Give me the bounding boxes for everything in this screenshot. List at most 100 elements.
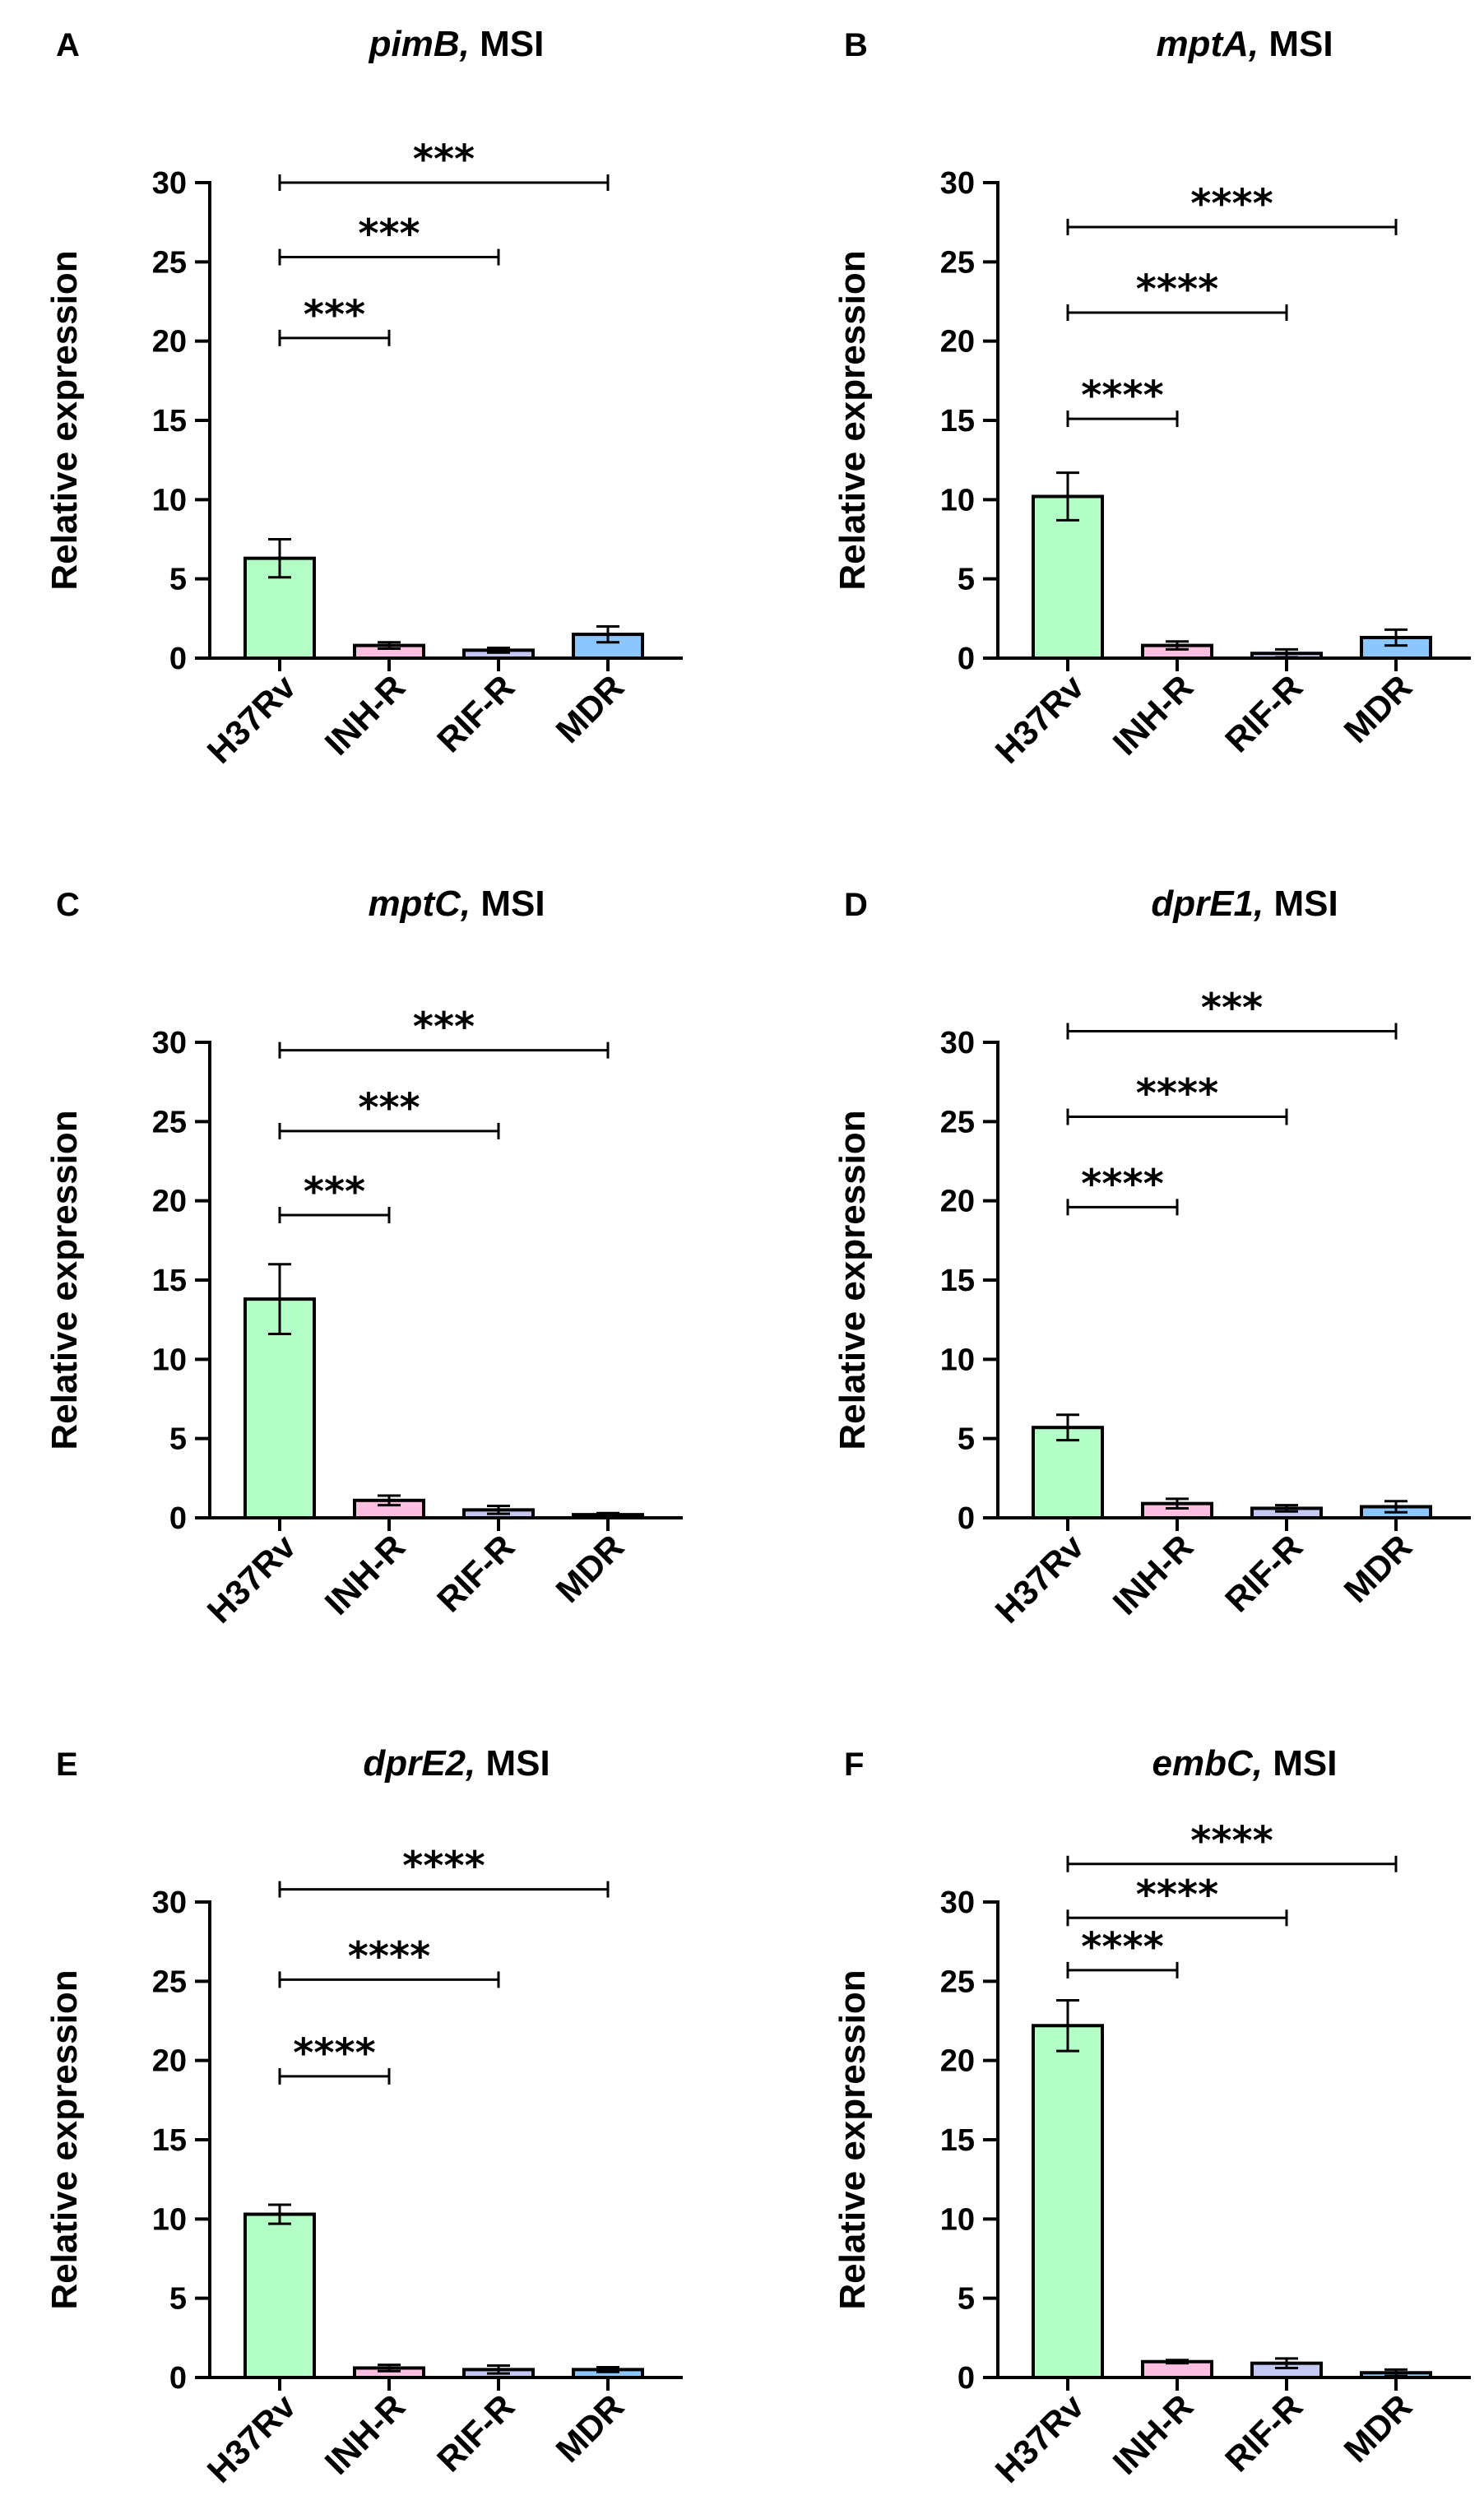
significance-label: ****	[1081, 1161, 1163, 1207]
y-tick-label: 15	[940, 2123, 975, 2158]
x-tick-label-inh-r: INH-R	[318, 667, 413, 763]
significance-label: ****	[293, 2030, 375, 2076]
y-tick-label: 20	[940, 325, 975, 360]
panel-letter: B	[844, 27, 868, 63]
y-tick-label: 30	[940, 1026, 975, 1060]
panel-letter: D	[844, 887, 868, 923]
panel-title: dprE2, MSI	[363, 1743, 550, 1784]
y-tick-label: 25	[940, 245, 975, 280]
y-tick-label: 0	[958, 2361, 975, 2396]
significance-label: ****	[1136, 1872, 1218, 1918]
y-tick-label: 30	[152, 166, 187, 201]
x-tick-label-rif-r: RIF-R	[429, 2387, 522, 2479]
significance-label: ****	[1136, 267, 1218, 313]
title-gene: dprE2,	[363, 1743, 475, 1784]
significance-label: ***	[304, 292, 365, 338]
y-tick-label: 25	[152, 1105, 187, 1139]
y-tick-label: 10	[152, 1343, 187, 1377]
significance-label: ****	[402, 1844, 485, 1890]
x-tick-label-h37rv: H37Rv	[200, 1527, 304, 1631]
panel-letter: F	[844, 1747, 864, 1783]
y-tick-label: 25	[152, 1965, 187, 1999]
y-tick-label: 20	[152, 1185, 187, 1219]
y-tick-label: 20	[940, 2044, 975, 2079]
y-tick-label: 20	[152, 2044, 187, 2079]
title-suffix: MSI	[1263, 1743, 1337, 1784]
significance-label: ***	[1201, 986, 1263, 1032]
x-tick-label-h37rv: H37Rv	[200, 667, 304, 771]
bar-mdr	[1360, 635, 1432, 660]
x-tick-label-mdr: MDR	[1336, 667, 1419, 750]
panel-title: pimB, MSI	[369, 24, 545, 64]
significance-label: ****	[1190, 181, 1273, 227]
y-axis-label: Relative expression	[832, 1110, 873, 1450]
y-tick-label: 0	[169, 642, 187, 676]
y-tick-label: 5	[958, 1422, 975, 1457]
title-suffix: MSI	[1264, 884, 1338, 924]
bar-h37rv	[243, 2212, 316, 2380]
x-tick-label-mdr: MDR	[548, 2387, 631, 2470]
significance-label: ****	[1081, 373, 1163, 419]
y-tick-label: 15	[152, 404, 187, 438]
y-tick-label: 25	[152, 245, 187, 280]
y-tick-label: 0	[169, 1501, 187, 1536]
y-axis-label: Relative expression	[832, 250, 873, 590]
title-gene: mptC,	[368, 884, 471, 924]
significance-label: ***	[358, 211, 420, 257]
y-tick-label: 10	[940, 1343, 975, 1377]
y-tick-label: 5	[169, 2282, 187, 2317]
x-tick-label-h37rv: H37Rv	[988, 667, 1092, 771]
x-tick-label-mdr: MDR	[1336, 1527, 1419, 1610]
panel-letter: A	[56, 27, 80, 63]
y-tick-label: 30	[940, 166, 975, 201]
y-tick-label: 10	[152, 2202, 187, 2237]
panel-title: mptA, MSI	[1156, 24, 1333, 64]
x-tick-label-h37rv: H37Rv	[988, 1527, 1092, 1631]
y-tick-label: 0	[958, 1501, 975, 1536]
x-tick-label-h37rv: H37Rv	[988, 2387, 1092, 2490]
x-tick-label-inh-r: INH-R	[318, 1527, 413, 1622]
y-tick-label: 15	[152, 2123, 187, 2158]
y-tick-label: 0	[169, 2361, 187, 2396]
y-tick-label: 15	[152, 1264, 187, 1298]
x-tick-label-rif-r: RIF-R	[1217, 2387, 1310, 2479]
x-tick-label-mdr: MDR	[548, 667, 631, 750]
x-tick-label-inh-r: INH-R	[1106, 1527, 1201, 1622]
panel-letter: C	[56, 887, 80, 923]
y-tick-label: 5	[958, 563, 975, 597]
y-tick-label: 10	[940, 483, 975, 517]
y-tick-label: 30	[152, 1886, 187, 1920]
y-tick-label: 25	[940, 1105, 975, 1139]
panel-title: embC, MSI	[1152, 1743, 1338, 1784]
y-tick-label: 20	[152, 325, 187, 360]
y-tick-label: 15	[940, 1264, 975, 1298]
y-axis-label: Relative expression	[832, 1969, 873, 2309]
y-axis-label: Relative expression	[44, 250, 85, 590]
x-tick-label-rif-r: RIF-R	[429, 667, 522, 759]
significance-label: ***	[304, 1169, 365, 1215]
title-gene: embC,	[1152, 1743, 1263, 1784]
y-tick-label: 15	[940, 404, 975, 438]
title-suffix: MSI	[470, 24, 544, 64]
x-tick-label-h37rv: H37Rv	[200, 2387, 304, 2490]
y-tick-label: 25	[940, 1965, 975, 1999]
significance-label: ***	[413, 1004, 475, 1051]
significance-label: ****	[1136, 1071, 1218, 1117]
title-gene: pimB,	[369, 24, 470, 64]
y-tick-label: 5	[958, 2282, 975, 2317]
panel-title: dprE1, MSI	[1151, 884, 1338, 924]
title-gene: dprE1,	[1151, 884, 1264, 924]
bar-h37rv	[1032, 2024, 1104, 2379]
title-suffix: MSI	[1259, 24, 1333, 64]
y-tick-label: 30	[152, 1026, 187, 1060]
x-tick-label-rif-r: RIF-R	[1217, 1527, 1310, 1619]
x-tick-label-inh-r: INH-R	[1106, 2387, 1201, 2482]
title-suffix: MSI	[475, 1743, 550, 1784]
y-axis-label: Relative expression	[44, 1110, 85, 1450]
panel-letter: E	[56, 1747, 78, 1783]
